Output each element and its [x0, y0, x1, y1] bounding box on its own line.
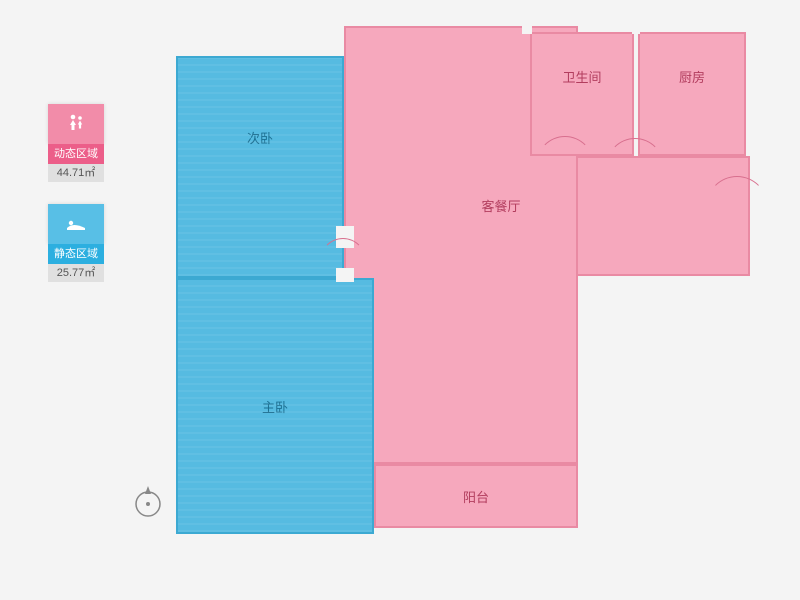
legend-static-value: 25.77㎡ — [48, 264, 104, 282]
legend: 动态区域 44.71㎡ 静态区域 25.77㎡ — [48, 104, 110, 304]
legend-static-label: 静态区域 — [48, 244, 104, 264]
door-arc — [536, 136, 594, 194]
floor-plan: 客餐厅 卫生间 厨房 阳台 次卧 主卧 — [176, 26, 750, 566]
door-arc — [320, 238, 366, 284]
legend-static: 静态区域 25.77㎡ — [48, 204, 110, 282]
door-arc — [606, 138, 664, 196]
wall-stub — [632, 26, 640, 34]
compass-icon — [128, 482, 168, 522]
room-bathroom: 卫生间 — [530, 32, 634, 156]
room-label: 次卧 — [247, 128, 273, 147]
legend-dynamic-label: 动态区域 — [48, 144, 104, 164]
people-icon — [48, 104, 104, 144]
room-balcony: 阳台 — [374, 464, 578, 528]
room-label: 阳台 — [463, 487, 489, 506]
room-label: 客餐厅 — [481, 196, 520, 215]
room-label: 厨房 — [679, 67, 705, 86]
room-master-bedroom: 主卧 — [176, 278, 374, 534]
room-secondary-bedroom: 次卧 — [176, 56, 344, 278]
wall-stub — [522, 26, 532, 34]
door-arc — [706, 176, 768, 238]
legend-dynamic: 动态区域 44.71㎡ — [48, 104, 110, 182]
room-label: 卫生间 — [562, 67, 601, 86]
room-kitchen: 厨房 — [638, 32, 746, 156]
room-label: 主卧 — [262, 397, 288, 416]
legend-dynamic-value: 44.71㎡ — [48, 164, 104, 182]
sleep-icon — [48, 204, 104, 244]
